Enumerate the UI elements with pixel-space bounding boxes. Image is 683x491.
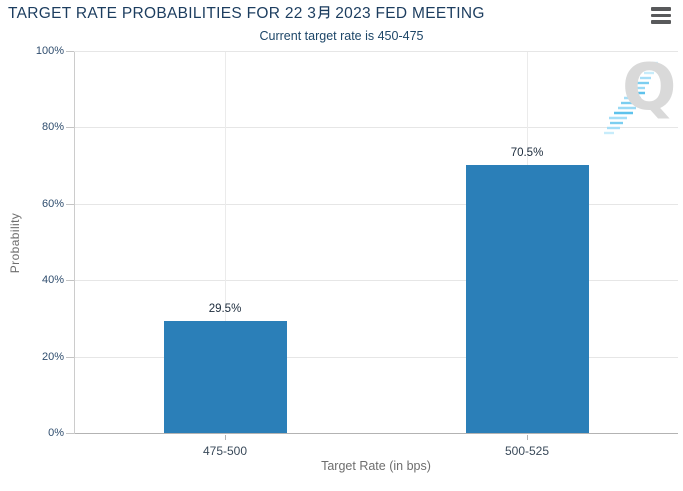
hamburger-bar (651, 7, 671, 11)
y-gridline (74, 127, 678, 129)
y-gridline (74, 51, 678, 52)
x-axis-line (74, 433, 678, 434)
hamburger-menu-icon[interactable] (651, 7, 673, 24)
y-gridline (74, 356, 678, 358)
chart-subtitle: Current target rate is 450-475 (259, 29, 424, 43)
y-tick-label: 0% (48, 427, 64, 439)
y-axis-tick (66, 203, 74, 205)
y-gridline (74, 280, 678, 282)
x-axis-title: Target Rate (in bps) (321, 459, 431, 473)
y-tick-label: 100% (35, 45, 64, 57)
y-tick-label: 40% (41, 274, 64, 287)
y-tick-label: 80% (41, 121, 64, 134)
hamburger-bar (651, 13, 671, 18)
y-axis-tick (66, 356, 74, 358)
bar-500-525[interactable] (465, 164, 589, 434)
chart-title-text-after: 2023 FED MEETING (335, 5, 485, 22)
kanji-month-glyph (318, 6, 330, 19)
hamburger-bar (651, 20, 671, 24)
category-gridline (224, 52, 226, 434)
x-axis-tick (224, 435, 226, 440)
y-gridline (74, 203, 678, 205)
watermark-q-letter: Q (622, 51, 677, 125)
bar-475-500[interactable] (163, 321, 287, 434)
bar-value-label: 70.5% (510, 146, 544, 159)
y-axis-tick (66, 280, 74, 282)
chart-title: TARGET RATE PROBABILITIES FOR 22 3 2023 F… (8, 5, 485, 23)
y-axis-line (74, 52, 75, 434)
x-axis-tick (526, 435, 528, 440)
category-label: 500-525 (504, 444, 550, 458)
y-axis-tick (66, 127, 74, 129)
category-label: 475-500 (202, 444, 248, 458)
bar-value-label: 29.5% (208, 303, 242, 316)
y-axis-tick (66, 433, 74, 434)
y-axis-tick (66, 51, 74, 52)
y-tick-label: 20% (41, 350, 64, 363)
chart-title-text-before: TARGET RATE PROBABILITIES FOR 22 3 (8, 5, 317, 22)
y-tick-label: 60% (41, 197, 64, 210)
